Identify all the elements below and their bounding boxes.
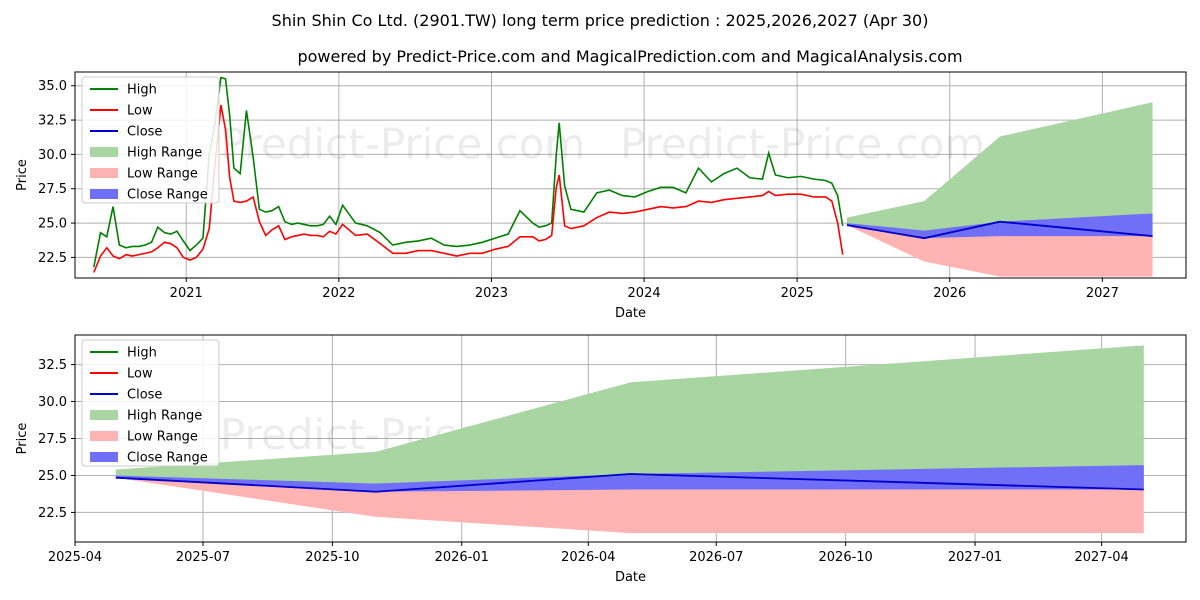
legend-swatch-close_range — [90, 452, 118, 462]
legend-swatch-close_range — [90, 189, 118, 199]
legend-label-high: High — [127, 83, 157, 98]
high-range-area — [846, 102, 1153, 239]
legend-label-close_range: Close Range — [127, 188, 208, 203]
y-axis-label: Price — [15, 423, 30, 455]
low-series-line — [93, 104, 844, 273]
y-tick-label: 25.0 — [38, 217, 67, 232]
legend-label-low: Low — [127, 367, 153, 382]
high-range-area — [115, 345, 1144, 492]
x-tick-label: 2024 — [628, 286, 661, 301]
y-tick-label: 22.5 — [38, 506, 67, 521]
x-tick-label: 2025-07 — [176, 550, 230, 565]
legend-label-high_range: High Range — [127, 409, 202, 424]
legend-label-high_range: High Range — [127, 146, 202, 161]
x-tick-label: 2023 — [475, 286, 508, 301]
y-tick-label: 32.5 — [38, 114, 67, 129]
legend-label-high: High — [127, 346, 157, 361]
watermark-text: Predict-Price.com — [620, 120, 985, 169]
y-tick-label: 30.0 — [38, 395, 67, 410]
x-axis-label: Date — [615, 570, 646, 585]
x-tick-label: 2027 — [1086, 286, 1119, 301]
legend-label-close: Close — [127, 125, 162, 140]
x-tick-label: 2025-10 — [305, 550, 359, 565]
x-axis-label: Date — [615, 306, 646, 321]
legend-label-low_range: Low Range — [127, 430, 198, 445]
x-tick-label: 2026-04 — [561, 550, 615, 565]
watermark-group: Predict-Price.com Predict-Price.com — [220, 120, 985, 169]
legend: High Low Close High Range Low Range Close Ran… — [81, 76, 220, 204]
close-forecast-line — [115, 473, 1144, 493]
close-range-area — [846, 213, 1153, 239]
chart-title: Shin Shin Co Ltd. (2901.TW) long term pr… — [272, 11, 929, 30]
y-tick-label: 32.5 — [38, 358, 67, 373]
legend-swatch-high_range — [90, 410, 118, 420]
legend-label-close_range: Close Range — [127, 451, 208, 466]
top-panel: Predict-Price.com Predict-Price.com 2021 20… — [15, 71, 1187, 321]
x-tick-label: 2026 — [933, 286, 966, 301]
legend-swatch-high_range — [90, 147, 118, 157]
x-tick-label: 2026-01 — [435, 550, 489, 565]
close-range-area — [115, 465, 1144, 492]
y-tick-label: 27.5 — [38, 182, 67, 197]
legend-swatch-low_range — [90, 431, 118, 441]
high-series-line — [93, 76, 844, 268]
x-tick-label: 2025-04 — [48, 550, 102, 565]
legend-label-close: Close — [127, 388, 162, 403]
y-tick-label: 35.0 — [38, 79, 67, 94]
legend-label-low: Low — [127, 104, 153, 119]
x-tick-label: 2027-01 — [948, 550, 1002, 565]
x-tick-label: 2022 — [322, 286, 355, 301]
legend-swatch-low_range — [90, 168, 118, 178]
y-tick-label: 30.0 — [38, 148, 67, 163]
x-tick-label: 2026-10 — [819, 550, 873, 565]
y-axis-label: Price — [15, 159, 30, 191]
chart-subtitle: powered by Predict-Price.com and Magical… — [297, 47, 962, 66]
legend: High Low Close High Range Low Range Close Ran… — [81, 339, 220, 467]
legend-label-low_range: Low Range — [127, 167, 198, 182]
x-tick-label: 2025 — [781, 286, 814, 301]
x-tick-label: 2021 — [170, 286, 203, 301]
x-tick-label: 2026-07 — [689, 550, 743, 565]
y-tick-label: 22.5 — [38, 251, 67, 266]
watermark-text: Predict-Price.com — [220, 120, 585, 169]
plot-frame — [74, 71, 1187, 279]
y-tick-label: 25.0 — [38, 469, 67, 484]
bottom-panel: Predict-Price.comPredict-Price.com2025-0… — [15, 334, 1187, 585]
y-tick-label: 27.5 — [38, 432, 67, 447]
close-forecast-line — [846, 220, 1153, 240]
x-tick-label: 2027-04 — [1074, 550, 1128, 565]
